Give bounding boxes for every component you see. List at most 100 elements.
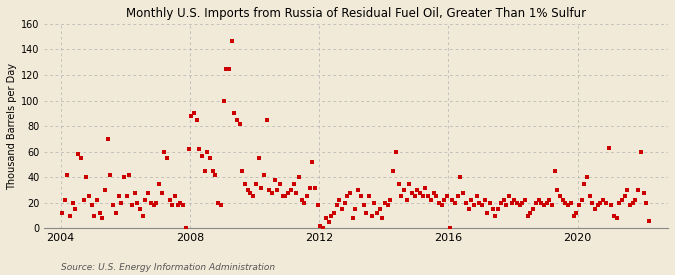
Point xyxy=(261,118,272,122)
Point xyxy=(172,203,183,208)
Point xyxy=(207,169,218,173)
Point xyxy=(444,226,455,231)
Point xyxy=(140,198,151,202)
Point xyxy=(296,198,307,202)
Point xyxy=(240,182,250,186)
Point xyxy=(73,152,84,156)
Point xyxy=(517,201,528,205)
Point xyxy=(213,201,223,205)
Point xyxy=(142,191,153,195)
Point xyxy=(151,201,161,205)
Point xyxy=(587,201,598,205)
Point xyxy=(364,194,375,199)
Point xyxy=(318,226,329,231)
Point xyxy=(450,201,460,205)
Point xyxy=(393,182,404,186)
Point xyxy=(202,150,213,154)
Point xyxy=(528,207,539,211)
Point xyxy=(638,191,649,195)
Point xyxy=(108,203,119,208)
Point xyxy=(348,216,358,221)
Point xyxy=(194,147,205,151)
Text: Source: U.S. Energy Information Administration: Source: U.S. Energy Information Administ… xyxy=(61,263,275,272)
Point xyxy=(566,201,576,205)
Point xyxy=(169,194,180,199)
Point xyxy=(256,185,267,190)
Point xyxy=(622,188,632,192)
Point xyxy=(372,211,383,215)
Point xyxy=(307,160,318,164)
Point xyxy=(630,198,641,202)
Point xyxy=(331,203,342,208)
Point xyxy=(178,203,188,208)
Point xyxy=(259,172,269,177)
Point xyxy=(506,201,517,205)
Point xyxy=(304,185,315,190)
Point xyxy=(277,194,288,199)
Point xyxy=(367,213,377,218)
Point xyxy=(490,213,501,218)
Point xyxy=(643,219,654,223)
Point xyxy=(466,198,477,202)
Point xyxy=(398,188,409,192)
Point xyxy=(205,156,215,160)
Point xyxy=(439,198,450,202)
Point xyxy=(132,201,143,205)
Point xyxy=(340,201,350,205)
Point xyxy=(323,220,334,224)
Point xyxy=(617,198,628,202)
Point xyxy=(504,194,514,199)
Point xyxy=(356,194,367,199)
Point xyxy=(159,150,169,154)
Point xyxy=(382,203,393,208)
Point xyxy=(601,201,612,205)
Point xyxy=(175,201,186,205)
Y-axis label: Thousand Barrels per Day: Thousand Barrels per Day xyxy=(7,63,17,190)
Point xyxy=(113,194,124,199)
Point xyxy=(250,182,261,186)
Point xyxy=(183,147,194,151)
Point xyxy=(560,201,571,205)
Point xyxy=(512,201,522,205)
Point xyxy=(595,201,606,205)
Point xyxy=(286,188,296,192)
Point xyxy=(218,98,229,103)
Point xyxy=(248,194,259,199)
Point xyxy=(280,194,291,199)
Point xyxy=(358,203,369,208)
Point xyxy=(65,213,76,218)
Point xyxy=(234,121,245,126)
Point xyxy=(103,137,113,141)
Point xyxy=(57,211,68,215)
Point xyxy=(264,188,275,192)
Point xyxy=(420,185,431,190)
Point xyxy=(122,194,132,199)
Point xyxy=(164,198,175,202)
Point xyxy=(229,111,240,116)
Point xyxy=(199,169,210,173)
Point xyxy=(245,191,256,195)
Point xyxy=(455,175,466,180)
Point xyxy=(520,198,531,202)
Point xyxy=(563,203,574,208)
Point xyxy=(401,198,412,202)
Point xyxy=(544,198,555,202)
Point xyxy=(463,207,474,211)
Point xyxy=(536,201,547,205)
Point xyxy=(417,194,428,199)
Point xyxy=(627,201,638,205)
Point xyxy=(533,198,544,202)
Point xyxy=(226,38,237,43)
Point xyxy=(522,213,533,218)
Point xyxy=(385,198,396,202)
Point xyxy=(404,182,414,186)
Point xyxy=(369,201,380,205)
Point xyxy=(283,191,294,195)
Point xyxy=(579,182,590,186)
Point xyxy=(353,188,364,192)
Point xyxy=(167,203,178,208)
Point xyxy=(116,201,127,205)
Point xyxy=(78,198,89,202)
Point xyxy=(161,156,172,160)
Point xyxy=(302,194,313,199)
